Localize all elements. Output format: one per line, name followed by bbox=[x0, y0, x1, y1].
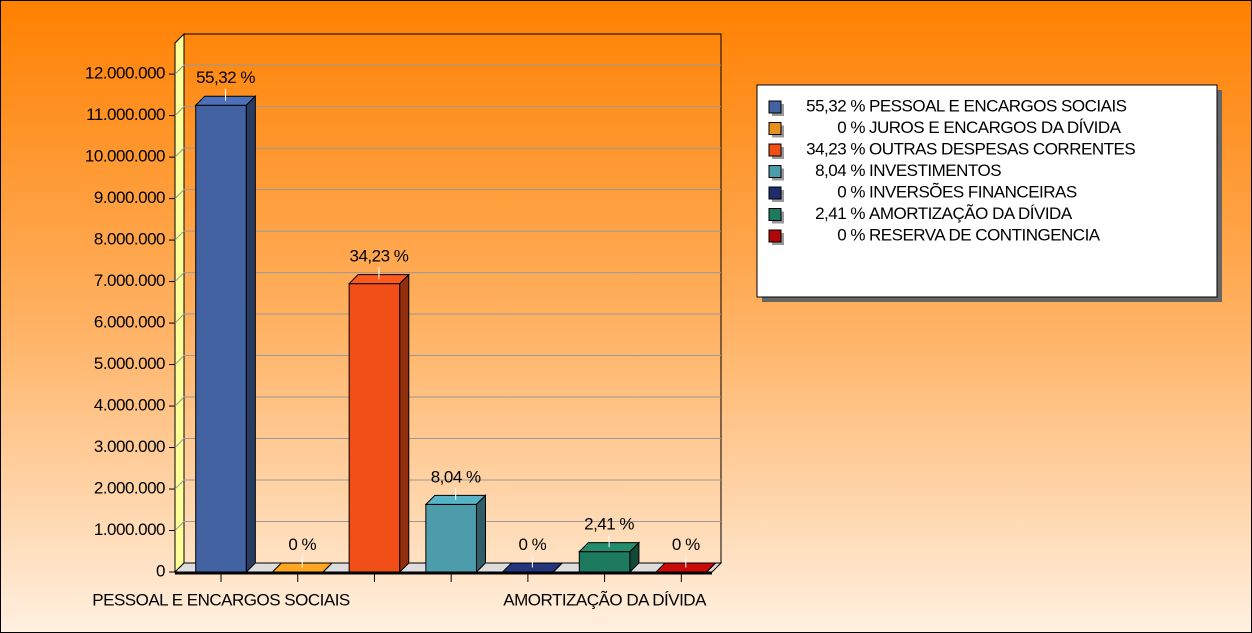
x-tick-label: PESSOAL E ENCARGOS SOCIAIS bbox=[92, 590, 350, 609]
y-tick-label: 11.000.000 bbox=[86, 105, 165, 124]
bar-side bbox=[552, 562, 563, 573]
legend-percent: 2,41 % bbox=[815, 204, 865, 223]
bar-front bbox=[195, 104, 247, 573]
grid-line bbox=[174, 189, 721, 199]
legend-swatch bbox=[768, 100, 782, 114]
legend-swatch bbox=[768, 165, 782, 178]
legend-box bbox=[756, 84, 1218, 298]
grid-line bbox=[174, 355, 721, 365]
y-tick-label: 10.000.000 bbox=[85, 147, 165, 166]
bar-front bbox=[425, 503, 477, 573]
legend-percent: 8,04 % bbox=[815, 161, 865, 180]
grid-line bbox=[174, 438, 721, 448]
grid-line bbox=[174, 272, 721, 282]
y-tick-label: 5.000.000 bbox=[94, 354, 165, 373]
y-tick-label: 12.000.000 bbox=[85, 64, 165, 83]
y-tick-label: 7.000.000 bbox=[94, 271, 165, 290]
bar-side bbox=[399, 273, 410, 574]
y-tick-label: 4.000.000 bbox=[94, 396, 165, 415]
legend-swatch bbox=[768, 143, 782, 157]
data-label: 55,32 % bbox=[196, 68, 255, 87]
bar-side bbox=[475, 494, 486, 574]
bar-side bbox=[706, 562, 716, 573]
grid-line bbox=[174, 106, 721, 116]
y-tick-label: 3.000.000 bbox=[94, 437, 165, 456]
grid-line bbox=[174, 313, 721, 324]
bar bbox=[424, 494, 487, 574]
y-tick-label: 6.000.000 bbox=[94, 313, 165, 332]
bar-front bbox=[348, 283, 401, 573]
legend-label: RESERVA DE CONTINGENCIA bbox=[869, 225, 1101, 244]
legend-label: OUTRAS DESPESAS CORRENTES bbox=[869, 139, 1135, 158]
bar-side bbox=[629, 541, 640, 574]
grid-line bbox=[174, 230, 721, 241]
legend-label: AMORTIZAÇÃO DA DÍVIDA bbox=[869, 204, 1073, 223]
legend-swatch bbox=[768, 186, 782, 200]
data-label: 0 % bbox=[288, 535, 316, 554]
plot-area: 0 1.000.000 2.000.000 3.000.000 4.000.000 5.0… bbox=[85, 32, 723, 609]
legend-label: INVERSÕES FINANCEIRAS bbox=[869, 182, 1077, 201]
y-tick-label: 2.000.000 bbox=[94, 479, 165, 498]
legend-percent: 0 % bbox=[837, 118, 865, 137]
y-tick-label: 1.000.000 bbox=[94, 520, 165, 539]
grid-line bbox=[174, 147, 721, 158]
grid-line bbox=[174, 479, 721, 490]
data-label: 8,04 % bbox=[431, 467, 481, 486]
legend-swatch bbox=[768, 208, 782, 221]
y-tick-label: 8.000.000 bbox=[94, 230, 165, 249]
grid-line bbox=[174, 521, 721, 531]
bar-side bbox=[245, 95, 256, 574]
grid-line bbox=[174, 396, 721, 407]
bar-side bbox=[322, 562, 333, 573]
data-label: 2,41 % bbox=[584, 515, 634, 534]
data-label: 0 % bbox=[518, 535, 546, 554]
legend-percent: 0 % bbox=[837, 225, 865, 244]
bar bbox=[194, 95, 257, 574]
data-label: 34,23 % bbox=[350, 247, 409, 266]
legend-label: PESSOAL E ENCARGOS SOCIAIS bbox=[869, 96, 1127, 115]
legend-label: JUROS E ENCARGOS DA DÍVIDA bbox=[869, 118, 1122, 137]
data-label: 0 % bbox=[672, 535, 700, 554]
legend-label: INVESTIMENTOS bbox=[869, 161, 1001, 180]
bar bbox=[347, 273, 410, 574]
grid-line bbox=[174, 64, 721, 75]
legend-percent: 34,23 % bbox=[806, 139, 865, 158]
legend-swatch bbox=[768, 122, 782, 135]
legend-percent: 0 % bbox=[837, 182, 865, 201]
legend-percent: 55,32 % bbox=[806, 96, 865, 115]
y-tick-label: 9.000.000 bbox=[94, 188, 165, 207]
bar-front bbox=[578, 551, 631, 573]
x-tick-label: AMORTIZAÇÃO DA DÍVIDA bbox=[503, 590, 707, 609]
y-tick-label: 0 bbox=[156, 561, 165, 580]
legend-swatch bbox=[768, 229, 782, 243]
